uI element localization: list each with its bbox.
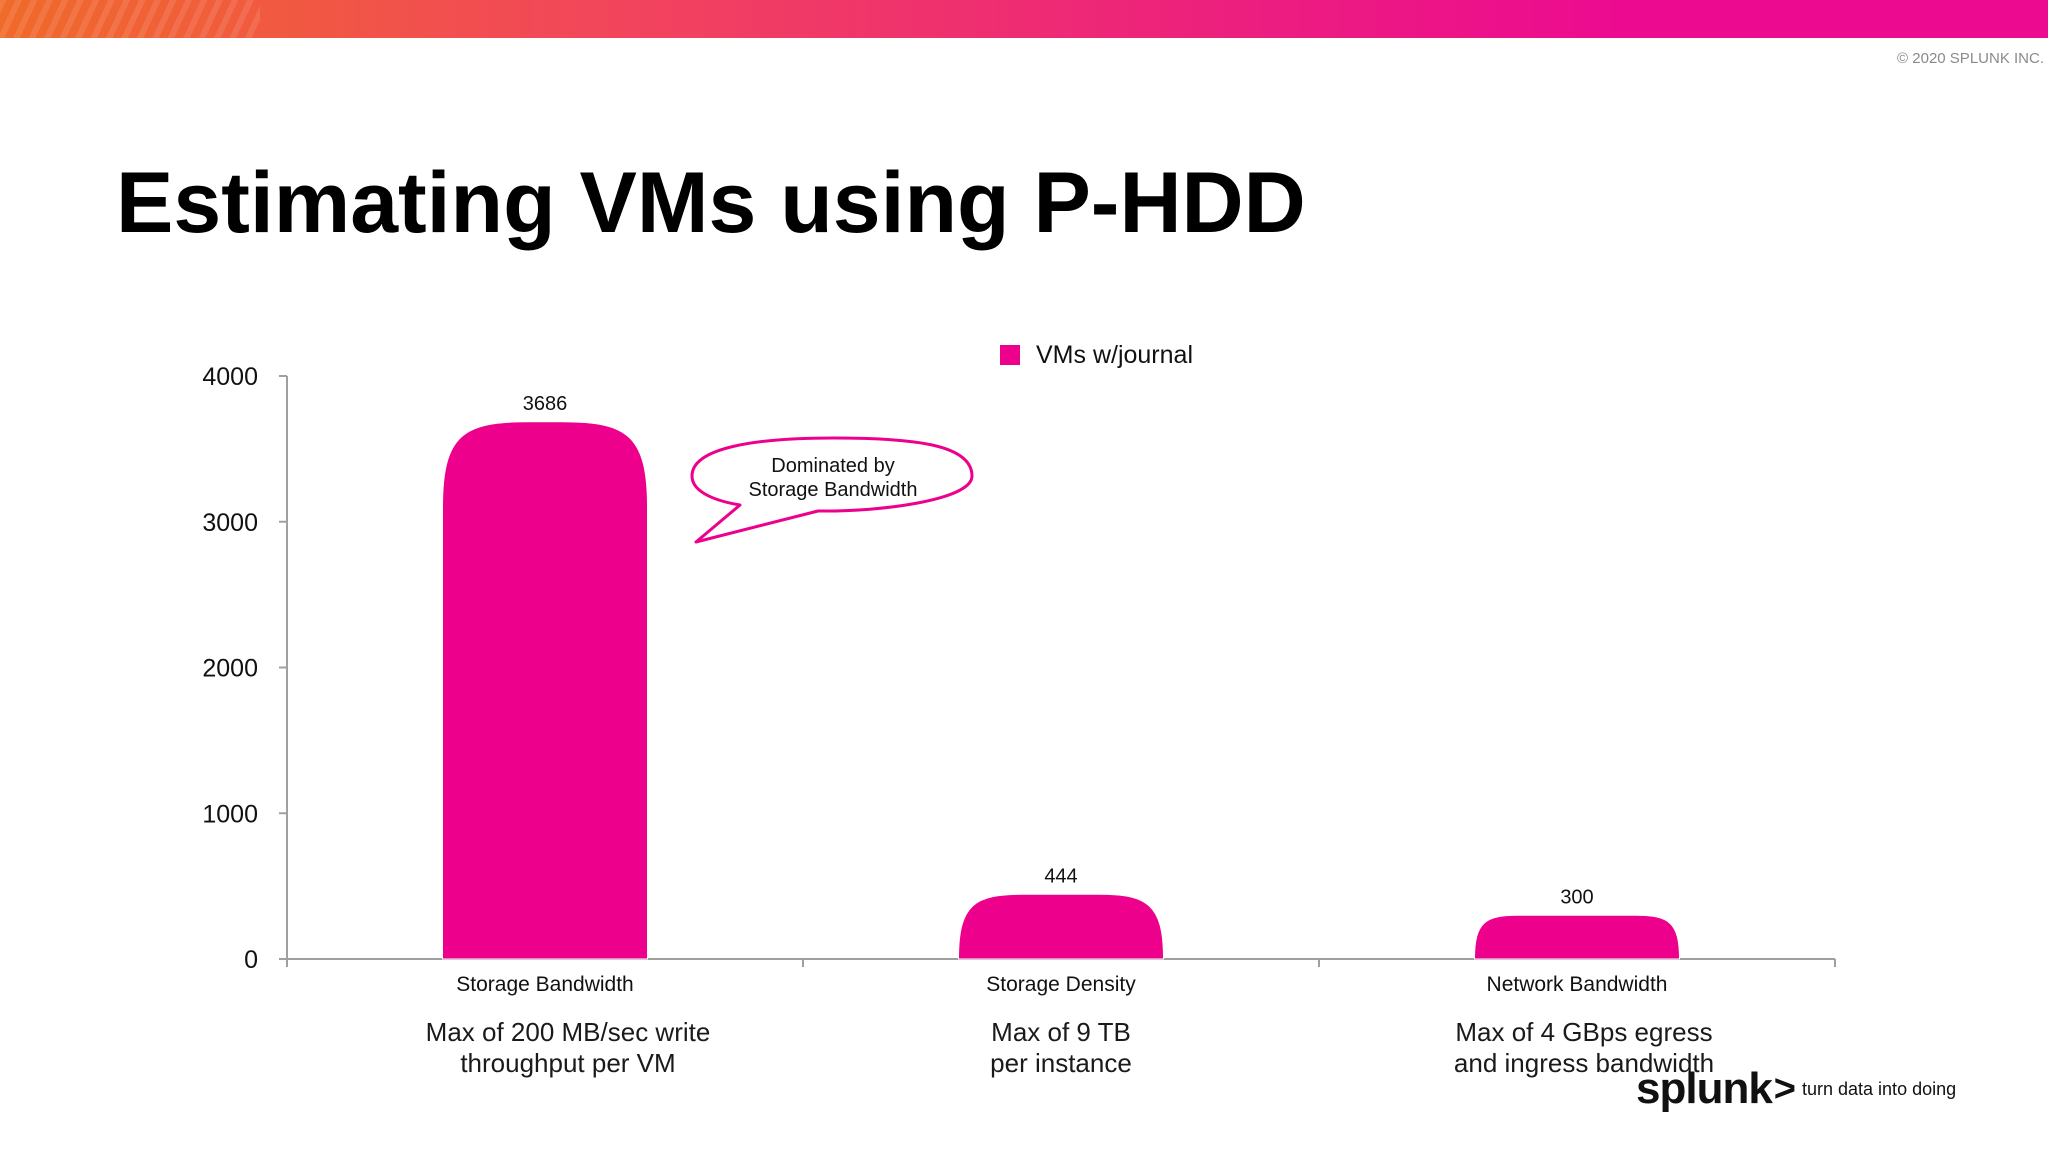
category-note-line: throughput per VM bbox=[460, 1048, 676, 1078]
callout-text: Storage Bandwidth bbox=[748, 479, 917, 501]
category-note-network-bandwidth: Max of 4 GBps egress and ingress bandwid… bbox=[1404, 1017, 1764, 1079]
y-tick-label: 3000 bbox=[202, 509, 258, 537]
category-note-line: Max of 4 GBps egress bbox=[1455, 1017, 1713, 1047]
y-tick-label: 1000 bbox=[202, 800, 258, 828]
category-note-line: Max of 200 MB/sec write bbox=[425, 1017, 711, 1047]
x-category-label: Storage Density bbox=[986, 973, 1136, 996]
y-tick-label: 4000 bbox=[202, 363, 258, 391]
top-gradient-band bbox=[0, 0, 2048, 38]
category-note-line: Max of 9 TB bbox=[991, 1017, 1131, 1047]
callout-text: Dominated by bbox=[771, 455, 894, 477]
legend-swatch bbox=[1000, 345, 1020, 365]
category-note-storage-bandwidth: Max of 200 MB/sec write throughput per V… bbox=[388, 1017, 748, 1079]
category-note-line: and ingress bandwidth bbox=[1453, 1048, 1715, 1078]
category-note-storage-density: Max of 9 TB per instance bbox=[881, 1017, 1241, 1079]
x-category-label: Network Bandwidth bbox=[1487, 973, 1668, 996]
slide-title: Estimating VMs using P-HDD bbox=[116, 155, 1306, 251]
x-category-label: Storage Bandwidth bbox=[456, 973, 633, 996]
copyright-notice: © 2020 SPLUNK INC. bbox=[1897, 50, 2044, 67]
brand-tagline: turn data into doing bbox=[1802, 1078, 1957, 1099]
bar-data-label: 444 bbox=[1044, 865, 1077, 887]
bar-data-label: 3686 bbox=[523, 393, 568, 415]
callout-bubble bbox=[690, 436, 974, 544]
legend-label: VMs w/journal bbox=[1036, 341, 1193, 369]
y-tick-label: 0 bbox=[244, 946, 258, 974]
bar bbox=[957, 893, 1165, 960]
bar bbox=[1473, 914, 1681, 960]
bar-data-label: 300 bbox=[1560, 886, 1593, 908]
category-note-line: per instance bbox=[990, 1048, 1132, 1078]
splunk-logo: splunk> turn data into doing bbox=[1636, 1064, 1956, 1114]
y-tick-label: 2000 bbox=[202, 655, 258, 683]
bar bbox=[442, 421, 648, 960]
brand-wordmark: splunk bbox=[1636, 1064, 1773, 1113]
brand-chevron-icon: > bbox=[1773, 1067, 1796, 1110]
